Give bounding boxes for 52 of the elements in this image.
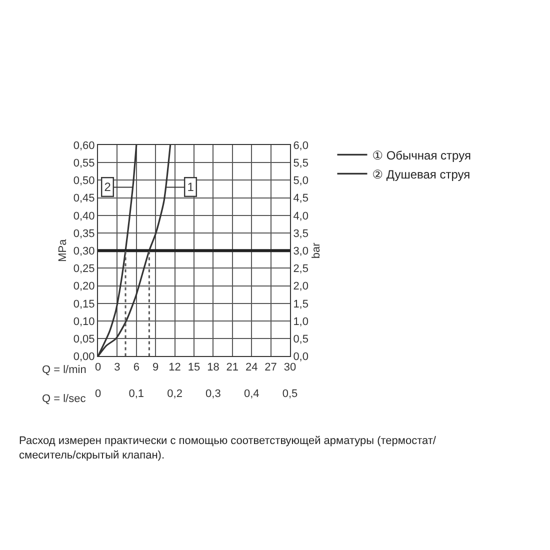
x-tick-label: 3 [114, 361, 120, 374]
y2-tick-label: 1,5 [293, 298, 308, 310]
y-tick-label: 0,35 [73, 228, 95, 240]
x2-tick-label: 0,2 [167, 388, 182, 400]
y2-tick-label: 0,0 [293, 351, 308, 364]
x2-tick-label: 0,3 [206, 388, 221, 400]
x-tick-label: 21 [226, 361, 239, 374]
y2-tick-label: 5,5 [293, 157, 308, 170]
x-tick-label: 15 [188, 361, 200, 374]
y2-tick-label: 5,0 [293, 175, 308, 188]
y2-tick-label: 3,5 [293, 228, 308, 240]
x2-tick-label: 0,4 [244, 388, 260, 400]
y-tick-label: 0,40 [73, 210, 95, 222]
legend-label: ① Обычная струя [372, 148, 471, 162]
annotation: 2 [104, 180, 112, 194]
x-axis-title: Q = l/min [42, 364, 86, 376]
y2-tick-label: 1,0 [293, 316, 308, 328]
y-tick-label: 0,60 [73, 140, 95, 152]
y-tick-label: 0,25 [73, 263, 95, 276]
x2-tick-label: 0,5 [282, 388, 298, 400]
y2-tick-label: 3,0 [293, 245, 308, 258]
annotation: 1 [187, 180, 194, 194]
x-tick-label: 24 [245, 361, 258, 374]
y-tick-label: 0,05 [73, 333, 95, 346]
text: Расход измерен практически с помощью соответствующей арматуры (термостат/ смеситель/скрытый клапан). [19, 435, 437, 462]
y-tick-label: 0,30 [73, 245, 95, 258]
y-tick-label: 0,45 [73, 192, 95, 205]
y-axis-title: MPa [57, 238, 70, 262]
x2-tick-label: 0 [94, 388, 102, 400]
y2-tick-label: 6,0 [293, 140, 308, 152]
y-tick-label: 0,50 [73, 175, 95, 188]
x2-axis-title: Q = l/sec [42, 393, 86, 405]
y2-tick-label: 4,5 [293, 192, 308, 205]
y-tick-label: 0,00 [73, 351, 95, 364]
legend-label: ② Душевая струя [372, 167, 470, 182]
x-tick-label: 30 [284, 361, 296, 374]
y-tick-label: 0,10 [73, 316, 95, 328]
y2-axis-title: bar [310, 242, 323, 259]
x-tick-label: 27 [264, 361, 277, 374]
x2-tick-label: 0,1 [128, 388, 144, 400]
x-tick-label: 12 [168, 361, 181, 374]
x-tick-label: 18 [207, 361, 220, 374]
y2-tick-label: 2,0 [293, 280, 308, 293]
x-tick-label: 0 [94, 361, 102, 374]
y2-tick-label: 2,5 [293, 263, 308, 276]
y2-tick-label: 4,0 [293, 210, 308, 222]
y2-tick-label: 0,5 [293, 333, 308, 346]
y-tick-label: 0,15 [73, 298, 95, 310]
y-tick-label: 0,55 [73, 157, 95, 170]
x-tick-label: 9 [152, 361, 159, 374]
x-tick-label: 6 [133, 361, 140, 374]
y-tick-label: 0,20 [73, 280, 95, 293]
